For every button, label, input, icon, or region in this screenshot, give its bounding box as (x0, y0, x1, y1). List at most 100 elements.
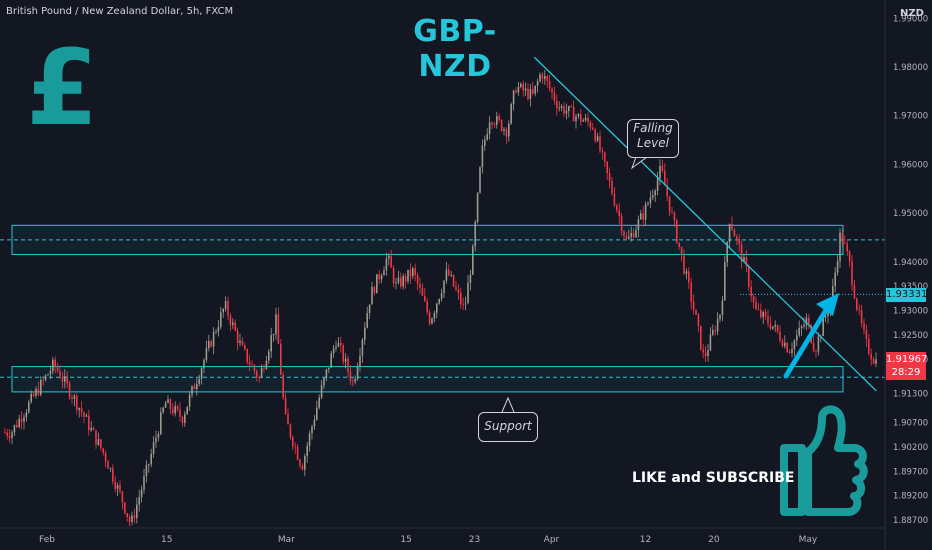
candle-body (685, 271, 688, 274)
candle-body (167, 399, 169, 404)
candle-body (402, 275, 404, 287)
candle-body (860, 310, 863, 323)
candle-body (244, 345, 246, 349)
candle-body (188, 394, 191, 407)
candle-body (640, 213, 642, 220)
candle-body (330, 353, 332, 368)
candle-body (150, 453, 152, 465)
candle-body (719, 314, 721, 320)
candle-body (613, 193, 616, 206)
y-tick-label: 1.96000 (893, 160, 928, 170)
candle-body (469, 274, 472, 283)
candle-body (61, 378, 64, 382)
candle-body (148, 464, 150, 466)
candle-body (133, 515, 136, 519)
candle-body (404, 275, 407, 282)
candle-body (323, 378, 325, 386)
candle-body (637, 219, 640, 230)
y-tick-label: 1.93000 (893, 307, 928, 317)
candle-body (280, 343, 282, 375)
candle-body (721, 300, 724, 315)
candle-body (296, 446, 299, 460)
candle-body (808, 317, 810, 326)
candle-body (275, 314, 277, 334)
candle-body (757, 309, 760, 310)
candle-body (870, 353, 872, 360)
candle-body (558, 107, 560, 109)
candle-body (109, 468, 112, 469)
candle-body (856, 298, 858, 310)
candle-body (83, 412, 85, 417)
candle-body (68, 383, 71, 398)
candle-body (205, 348, 208, 360)
falling-trendline (533, 56, 877, 392)
candle-body (532, 89, 534, 94)
candle-body (515, 90, 517, 93)
candle-body (851, 261, 853, 285)
candle-body (726, 242, 728, 263)
candle-body (656, 178, 659, 191)
candle-body (536, 81, 539, 86)
candle-body (347, 358, 349, 372)
candle-body (769, 323, 772, 329)
candle-body (520, 83, 522, 87)
candle-body (174, 406, 176, 414)
y-tick-label: 1.95000 (893, 209, 928, 219)
candle-body (256, 371, 258, 378)
candle-body (570, 106, 572, 107)
candle-body (688, 271, 690, 283)
candle-body (592, 127, 594, 130)
candle-body (421, 287, 424, 296)
candle-body (282, 374, 284, 398)
candle-body (140, 489, 143, 498)
candle-body (560, 106, 563, 108)
candle-body (30, 393, 32, 402)
candle-body (299, 459, 301, 466)
candle-body (349, 371, 352, 381)
x-tick-label: 12 (640, 535, 651, 545)
candle-body (354, 378, 356, 382)
candle-body (268, 351, 270, 361)
candle-body (337, 342, 340, 347)
candle-body (853, 284, 856, 299)
candle-body (433, 312, 436, 319)
y-tick-label: 1.93500 (893, 282, 928, 292)
candle-body (90, 427, 92, 431)
candle-body (234, 322, 236, 331)
candle-body (116, 485, 119, 489)
candle-body (164, 403, 167, 408)
candle-body (52, 359, 54, 371)
candle-body (868, 339, 870, 354)
target-price-tag: 1.93331 (886, 288, 928, 302)
candle-body (385, 258, 388, 271)
candle-body (812, 342, 815, 352)
y-tick-label: 1.94000 (893, 258, 928, 268)
y-tick-label: 1.89700 (893, 467, 928, 477)
candle-body (395, 282, 397, 284)
candle-body (316, 407, 318, 420)
candle-body (308, 433, 311, 446)
candle-body (529, 89, 532, 100)
candle-body (500, 119, 503, 131)
x-tick-label: Apr (544, 535, 560, 545)
candle-body (265, 360, 268, 369)
candle-body (304, 456, 306, 470)
candle-body (486, 133, 488, 140)
x-tick-label: Mar (278, 535, 295, 545)
candle-body (236, 330, 239, 343)
candle-body (779, 331, 781, 341)
candle-body (88, 415, 90, 431)
candle-body (59, 371, 61, 379)
candle-body (654, 190, 656, 196)
candle-body (176, 406, 179, 410)
current-price-tag: 1.91967 28:29 (886, 352, 927, 380)
candle-body (112, 468, 114, 482)
candle-body (556, 100, 558, 109)
candle-body (671, 211, 673, 213)
candle-body (712, 330, 714, 335)
candle-body (64, 376, 66, 382)
overlay-layer (501, 56, 877, 516)
candle-body (287, 413, 289, 425)
candle-body (248, 361, 251, 365)
candle-body (796, 335, 798, 341)
